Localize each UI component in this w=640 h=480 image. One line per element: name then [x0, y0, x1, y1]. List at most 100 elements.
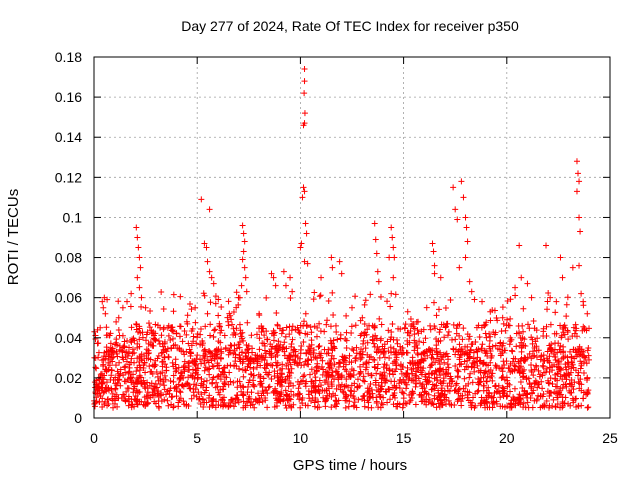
data-point: [412, 383, 419, 390]
data-point: [553, 298, 560, 305]
data-point: [497, 394, 504, 401]
data-point: [168, 327, 175, 334]
data-point: [333, 368, 340, 375]
data-point: [331, 402, 338, 409]
data-point: [516, 242, 523, 249]
data-point: [206, 268, 213, 275]
data-point: [531, 325, 538, 332]
data-point: [175, 399, 182, 406]
data-point: [325, 298, 332, 305]
data-point: [547, 294, 554, 301]
data-point: [186, 300, 193, 307]
data-point: [461, 366, 468, 373]
data-point: [136, 254, 143, 261]
data-point: [420, 339, 427, 346]
data-point: [461, 375, 468, 382]
data-point: [535, 367, 542, 374]
data-point: [206, 392, 213, 399]
x-tick-label: 5: [193, 430, 201, 446]
data-point: [464, 238, 471, 245]
data-point: [508, 336, 515, 343]
data-point: [431, 262, 438, 269]
data-point: [499, 368, 506, 375]
data-point: [471, 296, 478, 303]
data-point: [584, 310, 591, 317]
data-point: [192, 304, 199, 311]
data-point: [197, 325, 204, 332]
data-point: [134, 344, 141, 351]
data-point: [477, 402, 484, 409]
data-point: [170, 363, 177, 370]
data-point: [439, 401, 446, 408]
data-point: [102, 310, 109, 317]
data-point: [114, 353, 121, 360]
data-point: [186, 346, 193, 353]
data-point: [275, 377, 282, 384]
data-point: [133, 224, 140, 231]
data-point: [242, 367, 249, 374]
data-point: [402, 400, 409, 407]
data-point: [577, 365, 584, 372]
data-point: [457, 352, 464, 359]
data-point: [296, 390, 303, 397]
data-point: [506, 341, 513, 348]
data-point: [417, 379, 424, 386]
data-point: [244, 319, 251, 326]
data-point: [119, 348, 126, 355]
data-point: [361, 321, 368, 328]
data-point: [353, 354, 360, 361]
data-point: [96, 380, 103, 387]
data-point: [487, 308, 494, 315]
data-point: [274, 372, 281, 379]
data-point: [311, 289, 318, 296]
data-point: [250, 372, 257, 379]
data-point: [215, 338, 222, 345]
data-point: [537, 371, 544, 378]
data-point: [233, 325, 240, 332]
data-point: [247, 364, 254, 371]
data-point: [524, 390, 531, 397]
data-point: [512, 355, 519, 362]
data-point: [145, 400, 152, 407]
data-point: [305, 387, 312, 394]
data-point: [201, 357, 208, 364]
data-point: [173, 330, 180, 337]
data-point: [237, 356, 244, 363]
data-point: [112, 385, 119, 392]
data-point: [183, 318, 190, 325]
data-point: [559, 400, 566, 407]
data-point: [452, 387, 459, 394]
data-point: [443, 320, 450, 327]
data-point: [327, 360, 334, 367]
data-point: [422, 376, 429, 383]
data-point: [365, 388, 372, 395]
data-point: [202, 364, 209, 371]
data-point: [280, 268, 287, 275]
data-point: [452, 362, 459, 369]
data-point: [313, 368, 320, 375]
data-point: [245, 395, 252, 402]
data-point: [239, 383, 246, 390]
data-point: [286, 352, 293, 359]
data-point: [576, 178, 583, 185]
data-point: [297, 346, 304, 353]
data-point: [254, 398, 261, 405]
data-point: [127, 303, 134, 310]
data-point: [360, 373, 367, 380]
data-point: [573, 158, 580, 165]
data-point: [350, 347, 357, 354]
data-point: [373, 399, 380, 406]
data-point: [388, 290, 395, 297]
data-point: [513, 330, 520, 337]
data-point: [430, 401, 437, 408]
data-point: [332, 322, 339, 329]
data-point: [362, 297, 369, 304]
data-point: [207, 299, 214, 306]
data-point: [101, 294, 108, 301]
data-point: [550, 351, 557, 358]
data-point: [409, 354, 416, 361]
data-point: [542, 369, 549, 376]
data-point: [323, 350, 330, 357]
data-point: [241, 238, 248, 245]
data-point: [460, 194, 467, 201]
